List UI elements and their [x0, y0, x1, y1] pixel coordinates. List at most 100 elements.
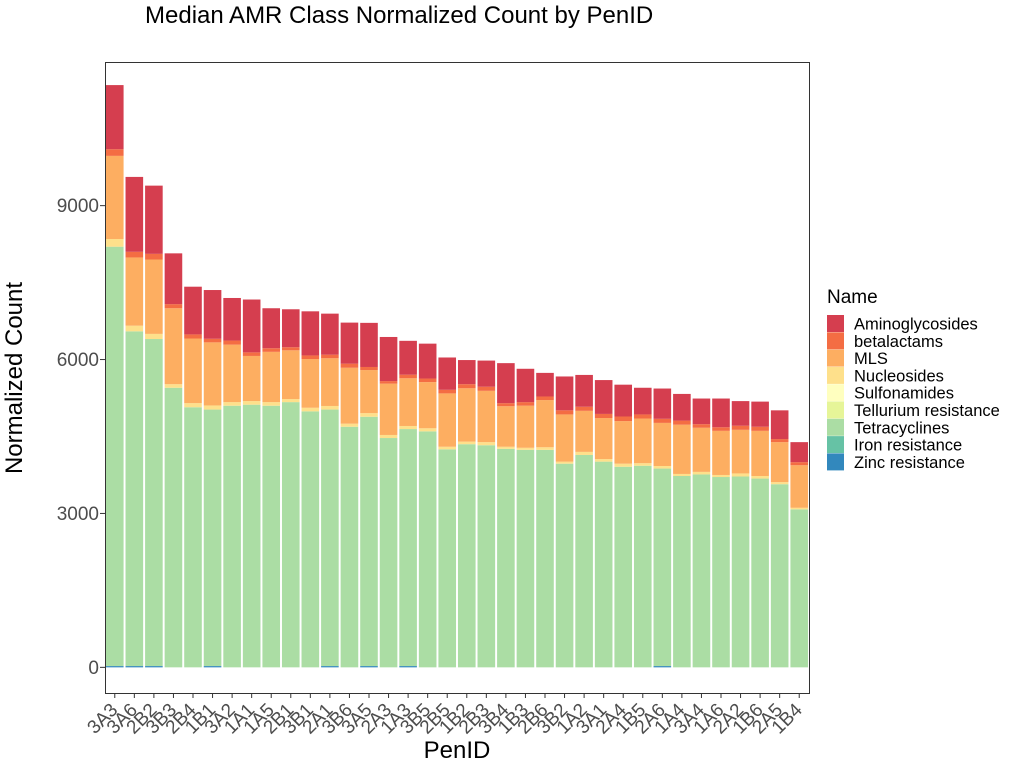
bar-segment [164, 304, 183, 309]
bar-segment [497, 446, 515, 449]
bar-segment [125, 257, 144, 326]
bar-segment [712, 398, 730, 428]
bar-segment [536, 449, 554, 668]
legend-swatch [827, 401, 844, 419]
bar-segment [242, 299, 261, 353]
y-axis: 0 3000 6000 9000 [57, 196, 105, 679]
bar-segment [731, 473, 750, 477]
bar-segment [477, 386, 496, 391]
bar-segment [673, 393, 691, 421]
bar-segment [516, 368, 535, 403]
bar-segment [673, 476, 691, 668]
bar-segment [379, 438, 398, 668]
bar-segment [379, 383, 398, 435]
bar-segment [360, 322, 378, 367]
bar-segment [731, 476, 750, 668]
bar-segment [575, 374, 593, 407]
bar-segment [731, 429, 750, 474]
bar-segment [751, 401, 769, 427]
bar-segment [418, 378, 437, 383]
bar-segment [614, 421, 633, 464]
legend-label: Tetracyclines [854, 419, 949, 437]
bar-segment [438, 357, 457, 390]
bar-segment [614, 463, 633, 467]
bar-segment [379, 381, 398, 384]
bar-segment [321, 405, 339, 410]
bar-segment [692, 427, 711, 472]
legend-swatch [827, 418, 844, 436]
bar-segment [105, 246, 124, 667]
legend-swatch [827, 349, 844, 367]
bar-segment [242, 355, 261, 402]
bar-segment [262, 405, 281, 668]
bar-segment [281, 347, 300, 351]
bar-segment [438, 446, 457, 450]
bar-segment [203, 290, 222, 339]
bar-segment [770, 482, 789, 485]
bar-segment [418, 428, 437, 432]
bar-segment [340, 426, 359, 668]
bar-segment [653, 388, 672, 419]
y-tick-label: 0 [88, 658, 99, 679]
bar-segment [594, 413, 613, 419]
legend-label: MLS [854, 350, 888, 368]
bar-segment [301, 411, 320, 668]
bar-segment [614, 416, 633, 422]
bar-segment [712, 427, 730, 431]
bar-segment [340, 367, 359, 424]
bar-segment [555, 461, 574, 464]
bar-segment [692, 471, 711, 475]
bar-segment [223, 344, 241, 403]
bar-segment [751, 478, 769, 668]
bar-segment [516, 449, 535, 668]
bar-segment [203, 405, 222, 410]
bar-segment [653, 422, 672, 466]
bar-segment [281, 402, 300, 668]
bar-segment [653, 418, 672, 423]
bar-segment [653, 666, 672, 668]
bar-segment [633, 465, 652, 668]
bar-segment [262, 308, 281, 349]
bar-segment [340, 322, 359, 364]
bar-segment [790, 509, 809, 668]
bar-segment [203, 409, 222, 667]
legend-label: Sulfonamides [854, 385, 954, 403]
bar-segment [653, 468, 672, 667]
bar-segment [164, 253, 183, 305]
bar-segment [614, 466, 633, 668]
bar-segment [457, 441, 476, 445]
bar-segment [692, 474, 711, 668]
bar-segment [145, 185, 163, 254]
bar-segment [281, 309, 300, 348]
bar-segment [203, 338, 222, 343]
bar-segment [184, 338, 202, 404]
bar-segment [379, 434, 398, 439]
bar-segment [399, 425, 417, 430]
bar-segment [321, 409, 339, 667]
bar-segment [712, 474, 730, 478]
legend: Name AminoglycosidesbetalactamsMLSNucleo… [827, 287, 1000, 472]
bar-segment [164, 384, 183, 388]
bar-segment [203, 666, 222, 668]
bar-segment [223, 402, 241, 406]
bar-segment [145, 666, 163, 668]
bar-segment [242, 401, 261, 405]
legend-swatch [827, 315, 844, 332]
bar-segment [770, 439, 789, 443]
bar-segment [399, 378, 417, 426]
bar-segment [477, 360, 496, 387]
bar-segment [281, 399, 300, 403]
bar-segment [536, 447, 554, 450]
bar-segment [340, 423, 359, 427]
bar-segment [105, 666, 124, 668]
bar-segment [594, 380, 613, 414]
bar-segment [418, 382, 437, 429]
bar-segment [575, 451, 593, 455]
panel-border [105, 62, 810, 694]
bar-segment [145, 339, 163, 667]
bar-segment [184, 286, 202, 335]
bar-segment [242, 404, 261, 668]
bar-segment [555, 414, 574, 462]
bar-segment [712, 477, 730, 668]
